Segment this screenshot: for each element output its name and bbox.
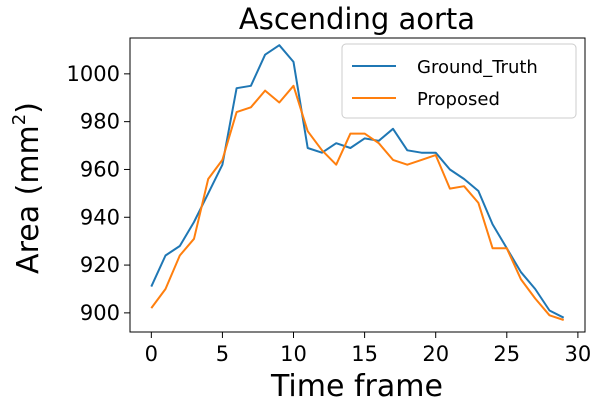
plot-area — [129, 37, 586, 333]
chart-title: Ascending aorta — [239, 2, 475, 36]
series-line-ground-truth — [150, 44, 565, 319]
y-axis-label-superscript: 2 — [9, 114, 30, 125]
y-axis-label-base: Area (mm — [11, 125, 46, 274]
y-tick-label: 940 — [80, 205, 120, 229]
y-tick-label: 980 — [80, 110, 120, 134]
series-lines — [150, 44, 565, 321]
y-axis-label-end: ) — [11, 102, 46, 114]
y-tick-label: 1000 — [67, 62, 120, 86]
legend-label-ground-truth: Ground_Truth — [417, 57, 538, 78]
legend-box — [341, 43, 577, 119]
x-tick-label: 10 — [280, 342, 307, 366]
y-axis-label: Area (mm2) — [9, 102, 46, 274]
x-tick-label: 20 — [422, 342, 449, 366]
series-line-proposed — [150, 84, 565, 321]
legend: Ground_Truth Proposed — [341, 43, 577, 119]
plot-frame — [129, 37, 586, 333]
x-tick-label: 30 — [565, 342, 592, 366]
x-tick-label: 15 — [351, 342, 378, 366]
y-axis-ticks: 900 920 940 960 980 1000 — [67, 62, 130, 325]
legend-label-proposed: Proposed — [417, 89, 500, 110]
x-tick-label: 25 — [493, 342, 520, 366]
y-tick-label: 920 — [80, 253, 120, 277]
x-tick-label: 5 — [216, 342, 229, 366]
x-tick-label: 0 — [145, 342, 158, 366]
x-axis-ticks: 0 5 10 15 20 25 30 — [145, 332, 592, 366]
y-tick-label: 960 — [80, 157, 120, 181]
y-tick-label: 900 — [80, 301, 120, 325]
x-axis-label: Time frame — [270, 369, 443, 402]
